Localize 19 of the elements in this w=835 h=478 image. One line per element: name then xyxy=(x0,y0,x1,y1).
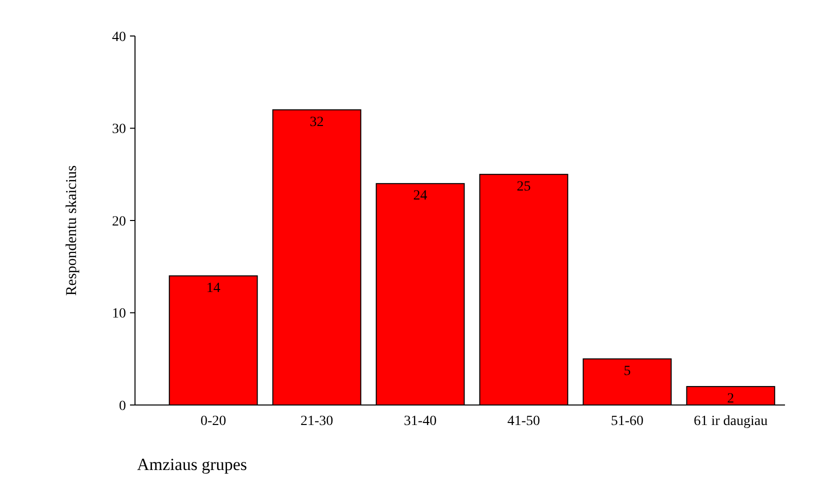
y-tick-label: 30 xyxy=(112,122,126,138)
data-label: 5 xyxy=(624,364,631,379)
data-label: 2 xyxy=(727,392,734,407)
data-label: 24 xyxy=(413,188,428,204)
data-label: 25 xyxy=(516,179,531,194)
y-tick-label: 40 xyxy=(112,30,126,45)
x-tick-label: 51-60 xyxy=(610,414,644,429)
y-tick-label: 10 xyxy=(112,306,126,322)
x-tick-label: 0-20 xyxy=(200,414,226,429)
x-tick-label: 31-40 xyxy=(404,414,437,429)
x-axis-title: Amziaus grupes xyxy=(137,455,248,474)
y-tick-label: 20 xyxy=(112,214,126,230)
data-label: 32 xyxy=(310,114,324,130)
x-tick-label: 41-50 xyxy=(507,414,540,429)
y-axis-title: Respondentu skaicius xyxy=(64,165,80,296)
x-tick-label: 21-30 xyxy=(300,414,334,429)
x-tick-label: 61 ir daugiau xyxy=(694,414,768,429)
y-tick-label: 0 xyxy=(119,398,126,414)
data-label: 14 xyxy=(206,280,220,296)
